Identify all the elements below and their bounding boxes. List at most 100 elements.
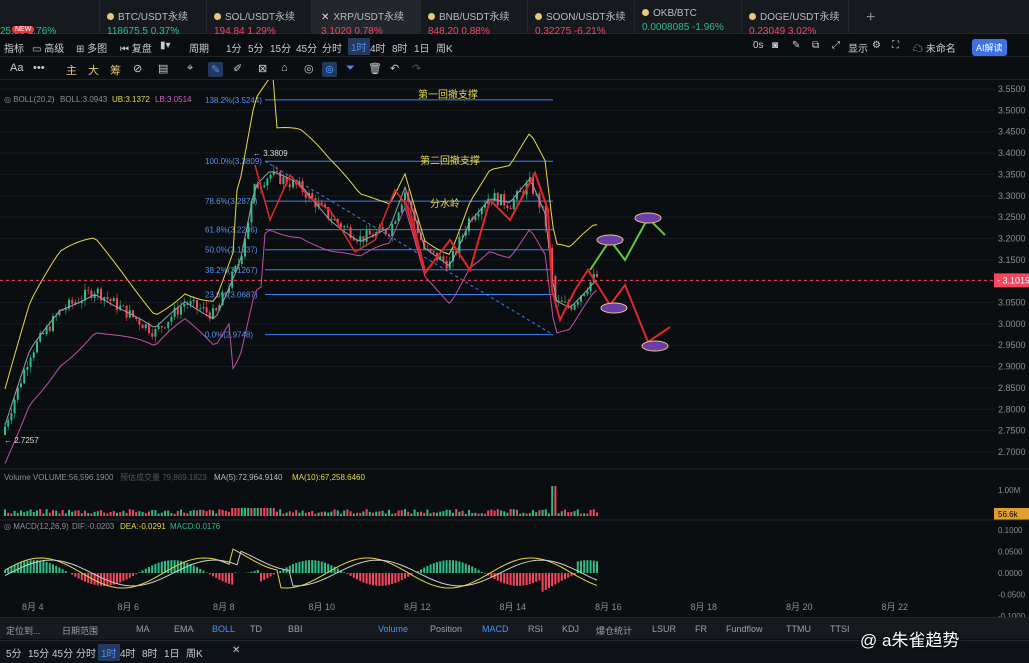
account-dropdown[interactable]: ☁ 未命名 <box>913 44 956 55</box>
interval-1时[interactable]: 1时 <box>348 38 370 55</box>
price-chart[interactable]: 3.5500 3.5000 3.4500 3.4000 3.3500 3.3000 3.25… <box>0 80 1029 617</box>
candle <box>560 300 563 303</box>
macd-bar <box>544 573 547 591</box>
indicator-tab-BBI[interactable]: BBI <box>288 624 303 634</box>
cursor-icon[interactable]: ⌖ <box>187 62 194 74</box>
macd-bar <box>180 560 182 573</box>
interval-4时[interactable]: 4时 <box>370 44 386 55</box>
tab-soon[interactable]: SOON/USDT永续 0.32275 -6.21% <box>525 0 635 37</box>
tab-price: 0.0008085 -1.96% <box>642 22 724 33</box>
macd-value: MACD:0.0176 <box>170 522 221 531</box>
magnet-icon[interactable]: ⊚ <box>322 62 338 77</box>
layout-icon[interactable]: ▤ <box>158 63 169 75</box>
bottom-interval-45分[interactable]: 45分 <box>52 649 74 660</box>
interval-分时[interactable]: 分时 <box>322 44 342 55</box>
indicator-tab-Volume[interactable]: Volume <box>378 624 409 634</box>
expand-icon[interactable]: ⤢ <box>832 40 840 51</box>
ruler-icon[interactable]: ⊠ <box>258 63 268 75</box>
tab-okb[interactable]: OKB/BTC 0.0008085 -1.96% <box>632 0 742 34</box>
volume-bar <box>394 513 397 516</box>
bottom-interval-分时[interactable]: 分时 <box>76 649 96 660</box>
trash-icon[interactable]: 🗑 <box>368 63 382 75</box>
chips-toggle[interactable]: 筹 <box>110 65 121 77</box>
lock-icon[interactable]: ⌂ <box>281 62 288 74</box>
undo-icon[interactable]: ↶ <box>390 63 400 75</box>
indicator-tab-TTSI[interactable]: TTSI <box>830 624 850 634</box>
interval-15分[interactable]: 15分 <box>270 44 292 55</box>
interval-8时[interactable]: 8时 <box>392 44 408 55</box>
macd-bar <box>208 573 211 575</box>
period-dropdown[interactable]: 周期 <box>189 44 209 55</box>
indicator-tab-RSI[interactable]: RSI <box>528 624 544 634</box>
add-tab-icon[interactable]: + <box>866 9 876 26</box>
large-toggle[interactable]: 大 <box>88 65 99 77</box>
macd-bar <box>340 570 342 573</box>
tab-xrp[interactable]: ✕ XRP/USDT永续 3.1020 0.78% <box>311 0 421 37</box>
redo-icon[interactable]: ↷ <box>412 63 422 75</box>
pencil-icon[interactable]: ✎ <box>792 40 801 51</box>
indicator-tab-FR[interactable]: FR <box>695 624 707 634</box>
volume-bar <box>432 512 435 516</box>
volume-bar <box>23 512 26 516</box>
bottom-interval-周K[interactable]: 周K <box>186 649 203 660</box>
tab-btc[interactable]: BTC/USDT永续 118675.5 0.37% <box>97 0 207 37</box>
bottom-interval-8时[interactable]: 8时 <box>142 649 158 660</box>
indicator-tab-爆仓统计[interactable]: 爆仓统计 <box>596 626 633 636</box>
indicator-tab-EMA[interactable]: EMA <box>174 624 194 634</box>
ai-interpret-button[interactable]: AI解读 <box>972 39 1007 56</box>
bottom-interval-4时[interactable]: 4时 <box>120 649 136 660</box>
tab-doge[interactable]: DOGE/USDT永续 0.23049 3.02% <box>739 0 849 37</box>
indicator-off-icon[interactable]: ⊘ <box>133 63 143 75</box>
advanced-button[interactable]: ▭ 高级 <box>32 44 65 55</box>
bottom-interval-15分[interactable]: 15分 <box>28 649 50 660</box>
interval-1分[interactable]: 1分 <box>226 44 242 55</box>
bottom-interval-5分[interactable]: 5分 <box>6 649 22 660</box>
fullscreen-icon[interactable]: ⛶ <box>892 40 899 51</box>
macd-bar <box>368 573 371 585</box>
interval-周K[interactable]: 周K <box>436 44 453 55</box>
macd-bar <box>506 573 509 585</box>
indicator-tab-MA[interactable]: MA <box>136 624 150 634</box>
eye-icon[interactable]: ◎ <box>304 63 314 75</box>
indicator-tab-MACD[interactable]: MACD <box>482 624 509 634</box>
indicators-button[interactable]: 指标 <box>4 44 24 55</box>
interval-45分[interactable]: 45分 <box>296 44 318 55</box>
draw-line-icon[interactable]: ✎ <box>208 62 224 77</box>
indicator-tab-TD[interactable]: TD <box>250 624 262 634</box>
replay-button[interactable]: ⏮ 复盘 <box>120 44 152 55</box>
volume-bar <box>269 508 272 516</box>
tab-bnb[interactable]: BNB/USDT永续 848.20 0.88% <box>418 0 528 37</box>
brush-icon[interactable]: ✐ <box>233 63 243 75</box>
font-size-button[interactable]: Aa <box>10 62 24 74</box>
indicator-tab-BOLL[interactable]: BOLL <box>212 624 236 634</box>
interval-5分[interactable]: 5分 <box>248 44 264 55</box>
copy-icon[interactable]: ⧉ <box>812 40 820 51</box>
tab-sol[interactable]: SOL/USDT永续 194.84 1.29% <box>204 0 314 37</box>
indicator-tab-TTMU[interactable]: TTMU <box>786 624 811 634</box>
display-button[interactable]: 显示 <box>848 44 868 55</box>
gear-icon[interactable]: ⚙ <box>872 40 881 51</box>
bottom-interval-1日[interactable]: 1日 <box>164 649 180 660</box>
chart-type-icon[interactable]: ▮▾ <box>160 40 171 51</box>
indicator-tab-定位到...[interactable]: 定位到... <box>6 626 41 636</box>
indicator-tab-Fundflow[interactable]: Fundflow <box>726 624 763 634</box>
close-icon[interactable]: ✕ <box>232 645 241 656</box>
indicator-tab-日期范围[interactable]: 日期范围 <box>62 626 99 636</box>
filter-icon[interactable]: ⏷ <box>346 62 355 74</box>
interval-1日[interactable]: 1日 <box>414 44 430 55</box>
main-toggle[interactable]: 主 <box>66 65 77 77</box>
new-badge: NEW <box>12 26 35 33</box>
multi-chart-button[interactable]: ⊞ 多图 <box>76 44 108 55</box>
bottom-interval-1时[interactable]: 1时 <box>98 644 120 661</box>
indicator-tab-LSUR[interactable]: LSUR <box>652 624 677 634</box>
macd-bar <box>247 572 250 573</box>
tab-eth[interactable]: ETH/USDT永续25.09 1.76%NEW <box>0 0 100 37</box>
macd-bar <box>151 565 154 573</box>
camera-icon[interactable]: ◙ <box>772 40 779 51</box>
indicator-tab-Position[interactable]: Position <box>430 624 463 634</box>
candle <box>461 235 464 237</box>
more-icon[interactable]: ••• <box>33 62 45 74</box>
volume-bar <box>36 510 38 516</box>
indicator-tab-KDJ[interactable]: KDJ <box>562 624 580 634</box>
candle <box>93 293 96 299</box>
